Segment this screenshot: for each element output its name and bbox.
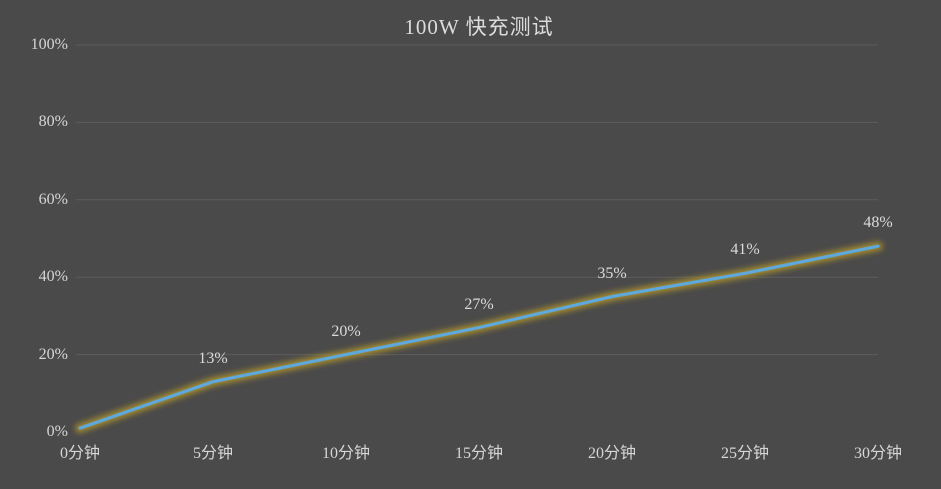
series-line-glow — [73, 239, 885, 435]
series-line-glow-stroke — [76, 242, 882, 433]
x-axis-tick-label: 30分钟 — [853, 445, 903, 462]
data-label: 13% — [198, 349, 228, 367]
y-axis-tick-label: 0% — [46, 423, 68, 440]
x-axis-tick-label: 10分钟 — [321, 445, 371, 462]
series-line — [78, 244, 880, 430]
x-axis-tick-label: 0分钟 — [59, 445, 101, 462]
y-axis-tick-label: 100% — [30, 36, 68, 53]
y-axis-tick-label: 20% — [38, 345, 68, 363]
data-label: 35% — [597, 264, 627, 282]
chart-title: 100W 快充测试 — [404, 15, 554, 39]
data-label: 41% — [730, 241, 760, 259]
x-axis-tick-label: 20分钟 — [587, 445, 637, 462]
x-axis-tick-label: 5分钟 — [192, 445, 234, 462]
data-label: 27% — [464, 295, 494, 313]
y-axis-tick-label: 80% — [38, 113, 68, 131]
y-axis-tick-label: 40% — [38, 268, 68, 286]
x-axis-tick-label: 15分钟 — [454, 445, 504, 462]
data-label: 20% — [331, 322, 361, 340]
y-axis-tick-label: 60% — [38, 190, 68, 208]
data-label: 48% — [863, 214, 893, 232]
x-axis-tick-label: 25分钟 — [720, 445, 770, 462]
